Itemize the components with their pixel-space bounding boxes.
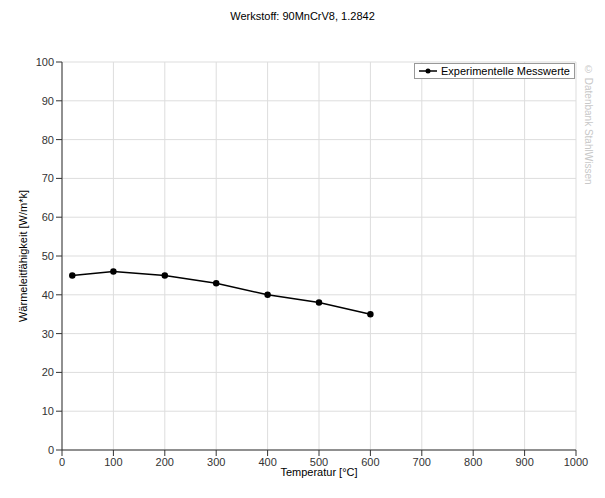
svg-text:0: 0 bbox=[48, 444, 54, 456]
svg-text:20: 20 bbox=[42, 366, 54, 378]
svg-text:10: 10 bbox=[42, 405, 54, 417]
svg-text:200: 200 bbox=[156, 456, 174, 468]
svg-text:Wärmeleitfähigkeit [W/m*k]: Wärmeleitfähigkeit [W/m*k] bbox=[17, 190, 29, 322]
html-text:© Datenbank StahlWissen: © Datenbank StahlWissen bbox=[583, 64, 594, 185]
svg-text:500: 500 bbox=[310, 456, 328, 468]
svg-text:900: 900 bbox=[515, 456, 533, 468]
svg-text:90: 90 bbox=[42, 95, 54, 107]
html-text:Werkstoff: 90MnCrV8, 1.2842: Werkstoff: 90MnCrV8, 1.2842 bbox=[230, 10, 375, 22]
svg-text:800: 800 bbox=[464, 456, 482, 468]
svg-text:40: 40 bbox=[42, 289, 54, 301]
svg-text:100: 100 bbox=[104, 456, 122, 468]
svg-text:0: 0 bbox=[59, 456, 65, 468]
svg-text:300: 300 bbox=[207, 456, 225, 468]
svg-text:70: 70 bbox=[42, 172, 54, 184]
html-text:Experimentelle Messwerte: Experimentelle Messwerte bbox=[441, 65, 570, 77]
svg-text:Temperatur [°C]: Temperatur [°C] bbox=[280, 466, 358, 478]
svg-text:30: 30 bbox=[42, 328, 54, 340]
svg-text:80: 80 bbox=[42, 134, 54, 146]
svg-text:400: 400 bbox=[258, 456, 276, 468]
svg-text:100: 100 bbox=[36, 56, 54, 68]
svg-text:50: 50 bbox=[42, 250, 54, 262]
svg-text:60: 60 bbox=[42, 211, 54, 223]
svg-text:1000: 1000 bbox=[564, 456, 588, 468]
svg-text:600: 600 bbox=[361, 456, 379, 468]
svg-text:700: 700 bbox=[413, 456, 431, 468]
